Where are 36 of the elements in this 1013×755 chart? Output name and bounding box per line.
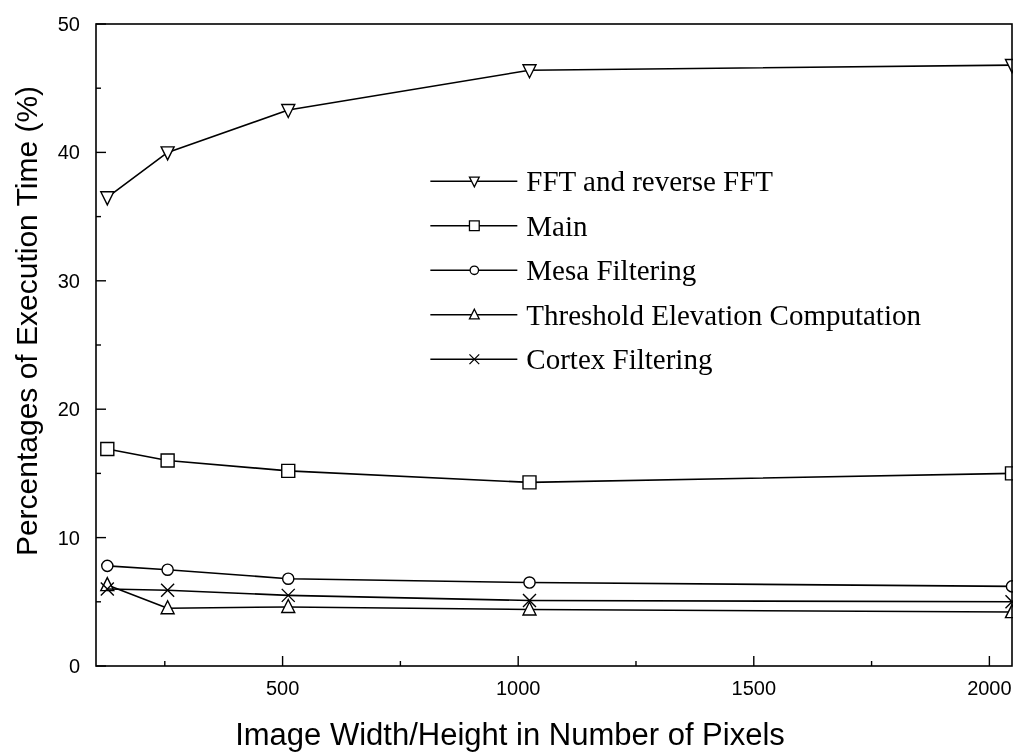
- point: [100, 191, 115, 206]
- point: [522, 593, 537, 608]
- point: [523, 576, 536, 589]
- point: [522, 64, 537, 79]
- x-tick-label: 500: [265, 677, 300, 699]
- point: [160, 146, 175, 161]
- x-axis-title: Image Width/Height in Number of Pixels: [235, 717, 785, 752]
- legend-label: FFT and reverse FFT: [526, 165, 774, 198]
- legend-label: Main: [526, 209, 589, 242]
- y-tick-label: 0: [68, 655, 80, 677]
- legend-label: Cortex Filtering: [526, 343, 713, 376]
- point: [281, 103, 296, 119]
- point: [281, 572, 295, 585]
- point: [160, 583, 175, 598]
- y-tick-label: 50: [57, 13, 80, 35]
- point: [160, 453, 175, 468]
- point: [522, 601, 537, 616]
- point: [101, 559, 114, 573]
- legend-label: Threshold Elevation Computation: [526, 298, 922, 331]
- legend-label: Mesa Filtering: [526, 254, 697, 287]
- y-axis-title: Percentages of Execution Time (%): [10, 85, 43, 557]
- point: [281, 463, 296, 479]
- x-tick-label: 1500: [731, 677, 777, 699]
- x-tick-label: 1000: [495, 677, 541, 699]
- point: [100, 441, 115, 457]
- x-tick-label: 2000: [967, 677, 1012, 699]
- point: [522, 475, 537, 490]
- point: [161, 563, 174, 576]
- point: [281, 588, 296, 603]
- point: [281, 598, 296, 614]
- y-tick-label: 10: [57, 526, 80, 549]
- point: [100, 581, 115, 597]
- y-tick-label: 20: [57, 398, 80, 421]
- y-tick-label: 30: [57, 269, 80, 292]
- y-tick-label: 40: [57, 141, 80, 164]
- point: [160, 600, 175, 615]
